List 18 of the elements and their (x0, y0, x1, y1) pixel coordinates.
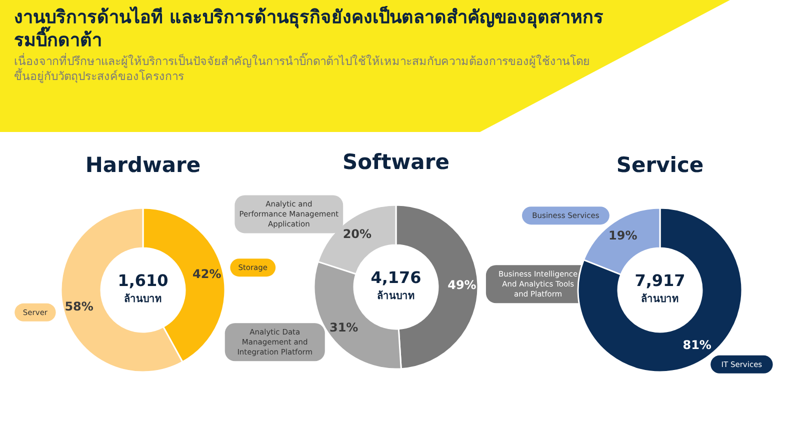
text: เนื่องจากที่ปรึกษาและผู้ให้บริการเป็นปัจจัยสำคัญในการนำบิ๊กดาต้าไปใช้ให้เหมาะสมกับความต้องการของผู้ใช้งานโดยขึ้นอยู่กับวัตถุประสงค์ของโครงการ (14, 54, 591, 84)
chart-title: Hardware (85, 153, 201, 177)
text: 1,610 (118, 271, 168, 290)
chart-title: Service (616, 153, 704, 177)
chart-title: Software (342, 150, 450, 174)
data-label: 49% (448, 278, 476, 292)
text: 7,917 (634, 271, 686, 290)
text: ล้านบาท (377, 290, 415, 302)
data-label: 81% (682, 338, 712, 352)
text: ล้านบาท (641, 293, 679, 305)
data-label: 19% (608, 228, 638, 243)
data-label: 58% (64, 300, 94, 314)
data-label: 42% (192, 266, 222, 281)
text: งานบริการด้านไอที และบริการด้านธุรกิจยังคงเป็นตลาดสำคัญของอุตสาหกรรมบิ๊กดาต้า (14, 6, 604, 52)
text: ล้านบาท (124, 293, 162, 305)
text: 4,176 (370, 268, 422, 287)
data-label: 20% (342, 226, 372, 241)
data-label: 31% (329, 320, 358, 335)
